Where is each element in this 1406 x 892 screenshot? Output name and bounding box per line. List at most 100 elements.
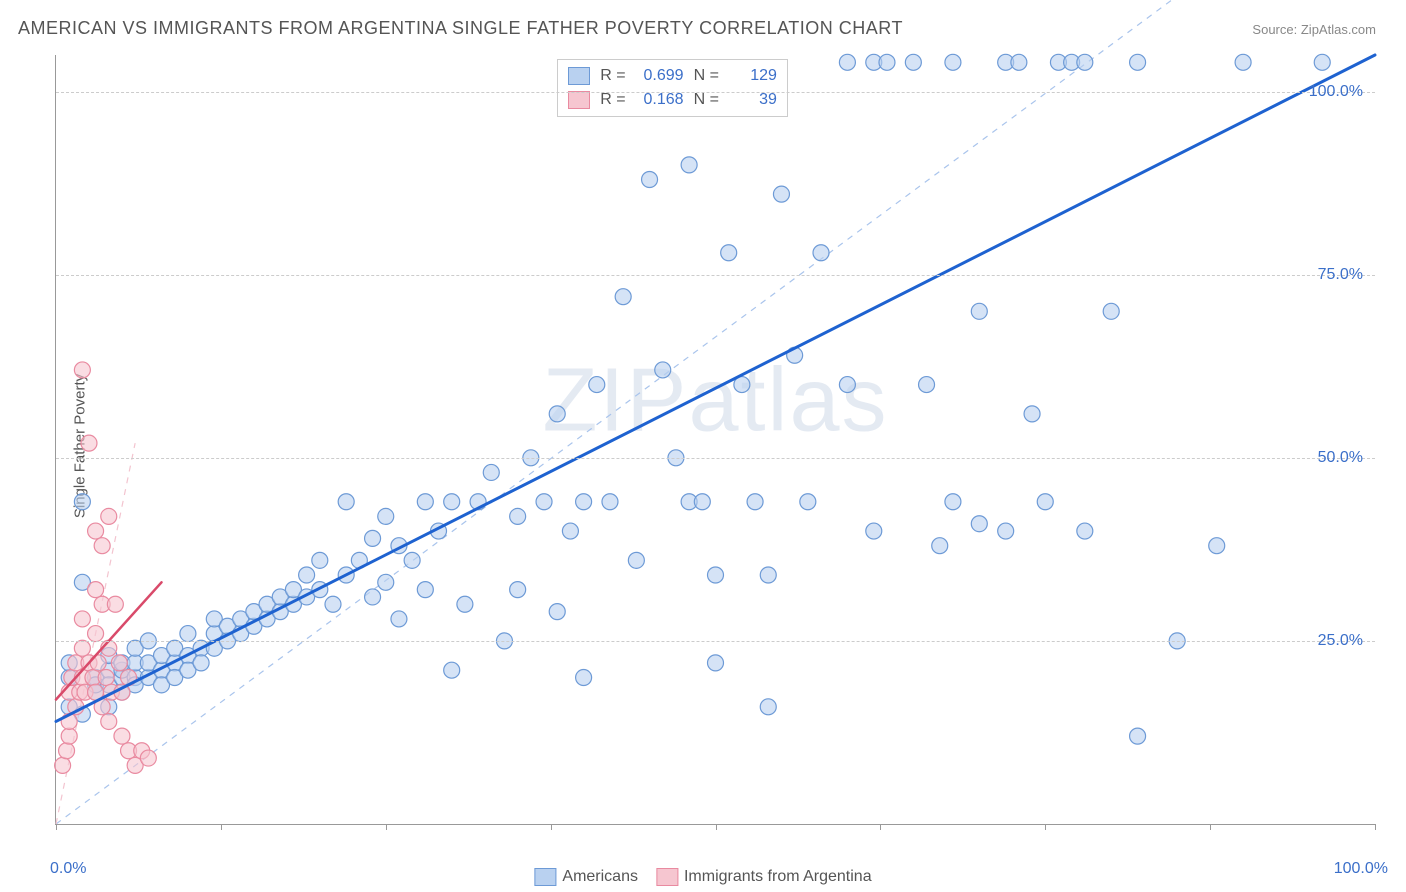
americans-point <box>74 494 90 510</box>
americans-point <box>338 494 354 510</box>
americans-point <box>391 611 407 627</box>
americans-point <box>1077 54 1093 70</box>
legend-series-label: Americans <box>562 868 638 885</box>
americans-point <box>1103 303 1119 319</box>
source-site: ZipAtlas.com <box>1301 22 1376 37</box>
legend-r-value: 0.699 <box>636 64 684 88</box>
x-tick <box>1375 824 1376 830</box>
americans-point <box>747 494 763 510</box>
x-axis-max-label: 100.0% <box>1334 860 1388 878</box>
immigrants-point <box>94 538 110 554</box>
source-label: Source: <box>1252 22 1297 37</box>
legend-n-label: N = <box>694 64 719 88</box>
immigrants-point <box>74 640 90 656</box>
americans-point <box>866 523 882 539</box>
legend-swatch <box>534 868 556 886</box>
americans-point <box>325 596 341 612</box>
americans-point <box>1314 54 1330 70</box>
gridline-h <box>56 641 1375 642</box>
chart-svg <box>56 55 1375 824</box>
americans-point <box>721 245 737 261</box>
americans-point <box>483 464 499 480</box>
immigrants-point <box>101 508 117 524</box>
americans-point <box>839 54 855 70</box>
americans-point <box>1011 54 1027 70</box>
x-tick <box>1210 824 1211 830</box>
legend-series: Americans Immigrants from Argentina <box>534 868 871 886</box>
chart-title: AMERICAN VS IMMIGRANTS FROM ARGENTINA SI… <box>18 18 903 39</box>
immigrants-point <box>81 435 97 451</box>
x-tick <box>221 824 222 830</box>
americans-point <box>193 655 209 671</box>
immigrants-point <box>74 611 90 627</box>
americans-point <box>1235 54 1251 70</box>
americans-point <box>549 604 565 620</box>
americans-point <box>800 494 816 510</box>
immigrants-point <box>101 713 117 729</box>
legend-n-value: 129 <box>729 64 777 88</box>
americans-point <box>510 508 526 524</box>
immigrants-point <box>88 523 104 539</box>
legend-swatch <box>656 868 678 886</box>
americans-point <box>773 186 789 202</box>
americans-point <box>180 626 196 642</box>
americans-point <box>839 377 855 393</box>
americans-point <box>365 589 381 605</box>
gridline-h <box>56 275 1375 276</box>
legend-swatch <box>568 67 590 85</box>
legend-stat-row: R = 0.699 N = 129 <box>568 64 777 88</box>
immigrants-point <box>111 655 127 671</box>
x-tick <box>716 824 717 830</box>
plot-area: ZIPatlas R =0.699N =129R =0.168N =39 25.… <box>55 55 1375 825</box>
americans-point <box>1024 406 1040 422</box>
americans-point <box>681 157 697 173</box>
immigrants-point <box>88 626 104 642</box>
gridline-h <box>56 458 1375 459</box>
americans-point <box>655 362 671 378</box>
americans-point <box>694 494 710 510</box>
americans-point <box>378 508 394 524</box>
legend-series-item: Immigrants from Argentina <box>656 868 872 886</box>
x-tick <box>551 824 552 830</box>
americans-point <box>905 54 921 70</box>
americans-point <box>642 172 658 188</box>
americans-point <box>589 377 605 393</box>
legend-stats: R =0.699N =129R =0.168N =39 <box>557 59 788 117</box>
americans-point <box>365 530 381 546</box>
americans-point <box>879 54 895 70</box>
americans-point <box>1130 54 1146 70</box>
americans-point <box>1130 728 1146 744</box>
immigrants-point <box>55 757 71 773</box>
x-tick <box>1045 824 1046 830</box>
americans-point <box>457 596 473 612</box>
americans-point <box>615 289 631 305</box>
americans-point <box>576 670 592 686</box>
americans-point <box>760 699 776 715</box>
x-tick <box>56 824 57 830</box>
x-axis-min-label: 0.0% <box>50 860 86 878</box>
y-tick-label: 25.0% <box>1318 632 1363 650</box>
americans-point <box>971 516 987 532</box>
americans-point <box>708 567 724 583</box>
americans-point <box>417 494 433 510</box>
legend-series-item: Americans <box>534 868 638 886</box>
americans-point <box>510 582 526 598</box>
legend-series-label: Immigrants from Argentina <box>684 868 872 885</box>
americans-point <box>549 406 565 422</box>
americans-point <box>536 494 552 510</box>
americans-diagonal <box>56 0 1375 824</box>
americans-point <box>760 567 776 583</box>
americans-point <box>971 303 987 319</box>
americans-point <box>444 494 460 510</box>
y-tick-label: 50.0% <box>1318 449 1363 467</box>
legend-r-label: R = <box>600 64 625 88</box>
americans-point <box>708 655 724 671</box>
americans-point <box>417 582 433 598</box>
americans-point <box>404 552 420 568</box>
americans-point <box>1209 538 1225 554</box>
americans-point <box>1077 523 1093 539</box>
americans-trendline <box>56 55 1375 721</box>
americans-point <box>299 567 315 583</box>
americans-point <box>945 494 961 510</box>
immigrants-point <box>140 750 156 766</box>
